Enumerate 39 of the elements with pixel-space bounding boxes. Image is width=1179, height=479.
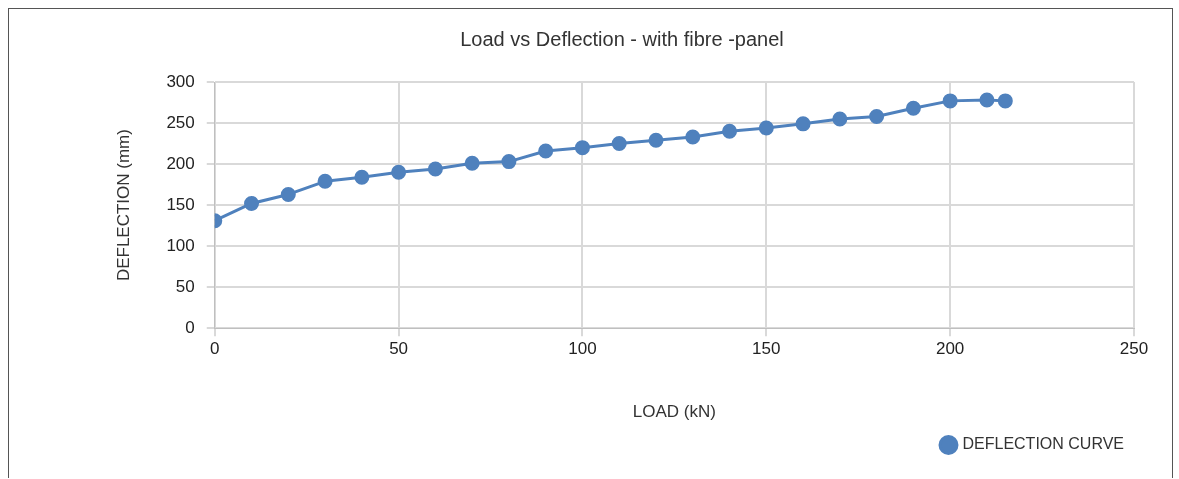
y-tick-label: 0	[185, 317, 195, 337]
point	[685, 129, 701, 145]
point	[648, 132, 664, 148]
point	[942, 93, 958, 109]
y-tick-label: 150	[166, 194, 195, 214]
chart-title: Load vs Deflection - with fibre -panel	[460, 27, 784, 50]
point	[722, 123, 738, 139]
y-tick-label: 100	[166, 235, 195, 255]
point	[997, 93, 1013, 109]
y-tick-label: 200	[166, 153, 195, 173]
point	[869, 108, 885, 124]
y-tick-label: 50	[175, 276, 195, 296]
point	[832, 111, 848, 127]
point	[758, 120, 774, 136]
point	[979, 92, 995, 108]
legend-label: DEFLECTION CURVE	[962, 435, 1125, 453]
y-axis-title: DEFLECTION (mm)	[113, 129, 133, 282]
x-tick-label: 150	[752, 339, 781, 359]
x-tick-label: 100	[568, 339, 597, 359]
point	[905, 100, 921, 116]
x-tick-label: 50	[389, 339, 409, 359]
point	[317, 173, 333, 189]
y-tick-label: 300	[166, 71, 195, 91]
point	[574, 140, 590, 156]
x-tick-label: 0	[210, 339, 220, 359]
point	[795, 116, 811, 132]
point	[391, 164, 407, 180]
x-tick-label: 200	[935, 339, 965, 359]
point	[427, 161, 443, 177]
point	[280, 186, 296, 202]
y-tick-label: 250	[166, 112, 195, 132]
point	[611, 136, 627, 152]
point	[501, 154, 517, 170]
point	[244, 195, 260, 211]
x-tick-label: 250	[1119, 339, 1149, 359]
x-axis-title: LOAD (kN)	[632, 402, 716, 422]
point	[354, 169, 370, 185]
point	[464, 155, 480, 171]
point	[538, 143, 554, 159]
